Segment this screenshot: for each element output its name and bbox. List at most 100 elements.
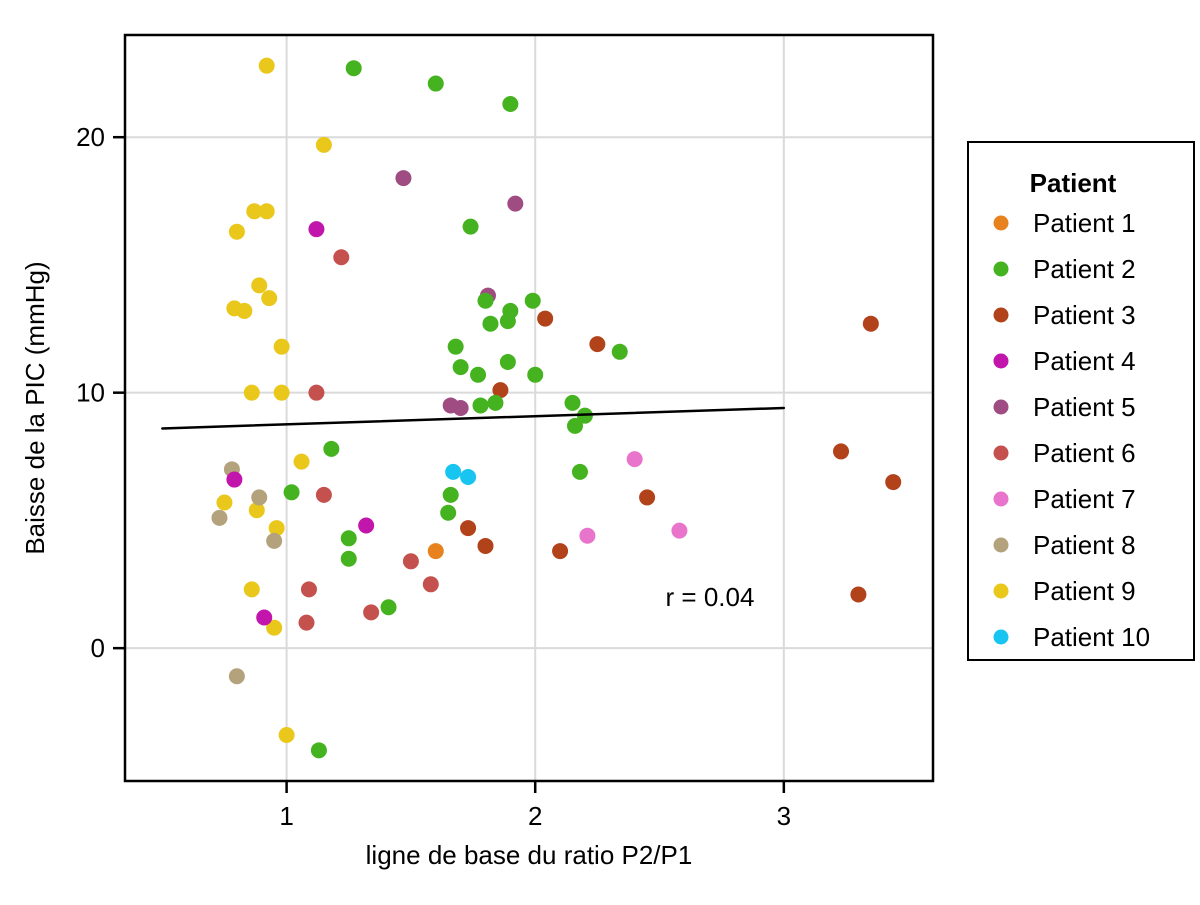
legend-entry: Patient 3	[993, 300, 1136, 330]
legend-entry: Patient 9	[993, 576, 1136, 606]
legend-dot	[993, 261, 1009, 277]
data-point	[315, 136, 332, 153]
data-point	[333, 249, 350, 266]
data-point	[833, 443, 850, 460]
y-tick-label: 0	[91, 633, 105, 663]
data-point	[261, 290, 278, 307]
data-point	[380, 599, 397, 616]
legend-entries: Patient 1 Patient 2 Patient 3 Patient 4 Pati…	[993, 208, 1150, 652]
data-point	[251, 489, 268, 506]
data-point	[499, 313, 516, 330]
data-point	[452, 400, 469, 416]
data-point	[243, 384, 260, 401]
data-point	[639, 489, 656, 506]
legend-entry: Patient 8	[993, 530, 1136, 560]
data-point	[440, 504, 457, 521]
data-point	[862, 315, 879, 332]
legend-dot	[993, 491, 1009, 507]
data-point	[248, 502, 265, 519]
legend-entry: Patient 7	[993, 484, 1136, 514]
legend-dot	[993, 399, 1009, 415]
legend-dot	[993, 629, 1009, 645]
data-point	[300, 581, 317, 598]
x-tick-label: 1	[279, 801, 293, 831]
data-point	[258, 203, 275, 220]
data-point	[482, 315, 499, 332]
data-point	[571, 463, 588, 480]
data-point	[283, 484, 300, 501]
data-point	[308, 384, 325, 401]
data-point	[256, 609, 273, 626]
data-point	[345, 60, 362, 77]
data-point	[885, 474, 902, 491]
data-point	[251, 277, 268, 294]
data-point	[452, 359, 469, 376]
legend-dot	[993, 445, 1009, 461]
data-point	[564, 394, 581, 411]
x-tick-label: 2	[528, 801, 542, 831]
grid-layer	[125, 35, 933, 781]
legend-entry: Patient 10	[993, 622, 1150, 652]
data-point	[492, 382, 509, 399]
legend-entry: Patient 4	[993, 346, 1136, 376]
legend-dot	[993, 353, 1009, 369]
legend-entry-label: Patient 6	[1033, 438, 1136, 468]
legend-dot	[993, 307, 1009, 323]
legend-entry-label: Patient 3	[1033, 300, 1136, 330]
data-point	[460, 520, 477, 537]
data-point	[278, 727, 295, 744]
y-axis-title: Baisse de la PIC (mmHg)	[20, 261, 50, 554]
legend-dot	[993, 537, 1009, 553]
data-point	[487, 394, 504, 411]
data-point	[527, 366, 544, 383]
data-point	[293, 453, 310, 470]
legend-dot	[993, 583, 1009, 599]
data-point	[427, 543, 444, 560]
data-point	[579, 527, 596, 544]
data-point	[258, 57, 275, 74]
data-point	[308, 221, 325, 238]
y-tick-label: 10	[76, 378, 105, 408]
legend-title: Patient	[1030, 168, 1117, 198]
data-point	[537, 310, 554, 327]
data-point	[477, 537, 494, 554]
legend-entry-label: Patient 1	[1033, 208, 1136, 238]
trend-line	[161, 406, 786, 430]
data-point	[427, 75, 444, 92]
data-point	[477, 292, 494, 309]
plot-panel-border	[123, 33, 935, 783]
data-point	[395, 170, 412, 187]
legend-entry: Patient 6	[993, 438, 1136, 468]
data-point	[507, 195, 524, 212]
data-point	[850, 586, 867, 603]
data-point	[340, 530, 357, 547]
correlation-annotation: r = 0.04	[666, 582, 755, 612]
data-point	[226, 471, 243, 488]
data-point	[470, 366, 487, 383]
data-point	[340, 550, 357, 567]
x-tick-label: 3	[777, 801, 791, 831]
data-point	[273, 338, 290, 355]
data-point	[611, 343, 628, 360]
legend-entry: Patient 2	[993, 254, 1136, 284]
points-layer	[211, 57, 902, 759]
data-point	[502, 95, 519, 112]
ticks-layer: 1 2 3 0 10 20	[76, 122, 791, 831]
data-point	[589, 336, 606, 353]
data-point	[236, 302, 253, 319]
data-point	[462, 218, 479, 235]
data-point	[363, 604, 380, 621]
data-point	[460, 468, 477, 485]
legend-dot	[993, 215, 1009, 231]
legend-entry: Patient 1	[993, 208, 1136, 238]
y-tick-label: 20	[76, 122, 105, 152]
data-point	[315, 486, 332, 503]
data-point	[671, 522, 688, 539]
legend-entry: Patient 5	[993, 392, 1136, 422]
data-point	[298, 614, 315, 631]
data-point	[358, 517, 375, 534]
legend-entry-label: Patient 2	[1033, 254, 1136, 284]
data-point	[626, 451, 643, 468]
